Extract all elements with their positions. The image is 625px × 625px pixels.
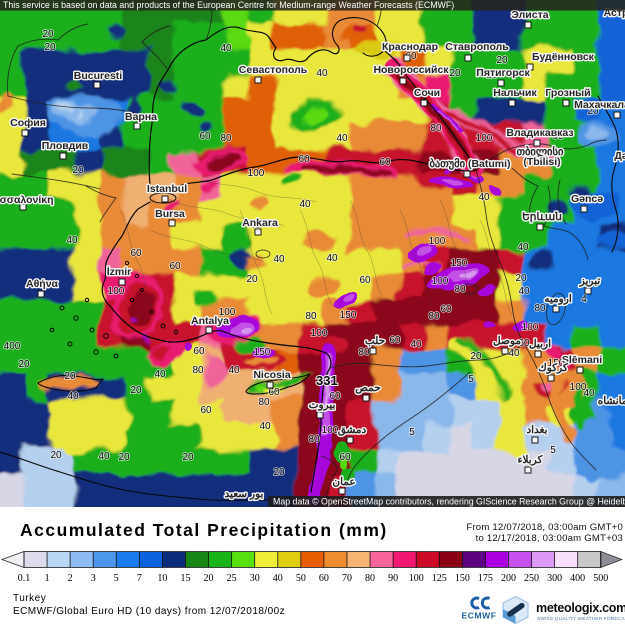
svg-text:From 12/07/2018, 03:00am GMT+0: From 12/07/2018, 03:00am GMT+0 — [466, 522, 623, 533]
svg-text:to 12/17/2018, 03:00am GMT+03: to 12/17/2018, 03:00am GMT+03 — [476, 533, 623, 544]
svg-text:30: 30 — [250, 573, 260, 584]
svg-text:200: 200 — [501, 573, 516, 584]
svg-text:1: 1 — [45, 573, 50, 584]
svg-text:20: 20 — [204, 573, 214, 584]
svg-text:250: 250 — [524, 573, 539, 584]
svg-text:SWISS QUALITY WEATHER FORECAST: SWISS QUALITY WEATHER FORECASTING — [537, 616, 625, 622]
svg-text:ECMWF/Global Euro HD (10 days): ECMWF/Global Euro HD (10 days) from 12/0… — [13, 606, 285, 617]
svg-text:60: 60 — [319, 573, 329, 584]
svg-text:Turkey: Turkey — [13, 593, 46, 604]
svg-text:80: 80 — [365, 573, 375, 584]
svg-text:400: 400 — [570, 573, 585, 584]
svg-text:150: 150 — [455, 573, 470, 584]
svg-text:5: 5 — [114, 573, 119, 584]
svg-text:7: 7 — [137, 573, 142, 584]
svg-text:15: 15 — [180, 573, 190, 584]
svg-text:500: 500 — [593, 573, 608, 584]
svg-text:3: 3 — [91, 573, 96, 584]
svg-text:meteologix.com: meteologix.com — [536, 601, 625, 615]
svg-text:2: 2 — [68, 573, 73, 584]
svg-text:100: 100 — [409, 573, 424, 584]
svg-text:10: 10 — [157, 573, 167, 584]
svg-text:125: 125 — [432, 573, 447, 584]
svg-text:0.1: 0.1 — [18, 573, 31, 584]
svg-text:This service is based on data: This service is based on data and produc… — [3, 0, 454, 10]
svg-text:50: 50 — [296, 573, 306, 584]
svg-text:Map data © OpenStreetMap contr: Map data © OpenStreetMap contributors, r… — [273, 497, 625, 507]
svg-text:175: 175 — [478, 573, 493, 584]
svg-text:90: 90 — [388, 573, 398, 584]
svg-text:40: 40 — [273, 573, 283, 584]
svg-text:Accumulated Total Precipitatio: Accumulated Total Precipitation (mm) — [20, 520, 388, 540]
svg-text:ECMWF: ECMWF — [461, 611, 496, 621]
svg-text:25: 25 — [227, 573, 237, 584]
svg-text:70: 70 — [342, 573, 352, 584]
svg-text:300: 300 — [547, 573, 562, 584]
